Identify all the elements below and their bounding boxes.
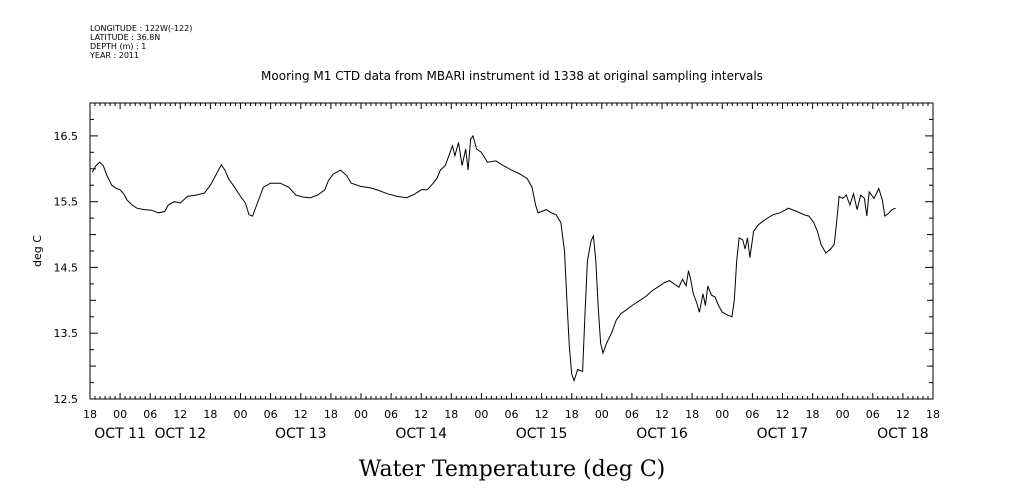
chart-title: Mooring M1 CTD data from MBARI instrumen… <box>261 69 763 83</box>
y-tick-labels: 12.5 13.5 14.5 15.5 16.5 <box>54 130 79 406</box>
metadata-depth: DEPTH (m) : 1 <box>90 42 146 51</box>
x-tick-label: 06 <box>505 408 519 421</box>
y-tick-label: 16.5 <box>54 130 79 143</box>
metadata-latitude: LATITUDE : 36.8N <box>90 33 160 42</box>
y-tick-label: 15.5 <box>54 196 79 209</box>
x-tick-label: 18 <box>806 408 820 421</box>
x-tick-label: 12 <box>896 408 910 421</box>
y-axis-label: deg C <box>31 235 44 267</box>
plot-frame <box>89 102 934 400</box>
x-tick-label: 06 <box>384 408 398 421</box>
x-tick-label: 00 <box>234 408 248 421</box>
x-axis-label: Water Temperature (deg C) <box>359 457 666 482</box>
metadata-year: YEAR : 2011 <box>89 51 139 60</box>
x-tick-label: 18 <box>565 408 579 421</box>
x-date-label: OCT 18 <box>877 426 929 442</box>
x-tick-label: 18 <box>926 408 940 421</box>
temperature-series-line <box>91 134 896 383</box>
y-tick-label: 12.5 <box>54 393 79 406</box>
x-tick-label: 06 <box>866 408 880 421</box>
x-tick-label: 12 <box>173 408 187 421</box>
x-date-label: OCT 15 <box>516 426 568 442</box>
x-tick-label: 12 <box>294 408 308 421</box>
x-tick-label: 00 <box>715 408 729 421</box>
x-tick-label: 12 <box>535 408 549 421</box>
x-tick-label: 06 <box>625 408 639 421</box>
axis-ticks <box>89 102 934 400</box>
x-date-label: OCT 14 <box>395 426 447 442</box>
metadata-longitude: LONGITUDE : 122W(-122) <box>90 24 192 33</box>
x-date-label: OCT 16 <box>636 426 688 442</box>
x-tick-labels: 18 00 06 12 18 00 06 12 18 00 06 12 18 00 06 12 18 00 06 12… <box>83 408 940 421</box>
x-tick-label: 00 <box>354 408 368 421</box>
x-tick-label: 06 <box>143 408 157 421</box>
x-tick-label: 06 <box>745 408 759 421</box>
x-date-labels: OCT 11 OCT 12 OCT 13 OCT 14 OCT 15 OCT 16 OCT … <box>94 426 928 442</box>
x-tick-label: 00 <box>836 408 850 421</box>
x-date-label: OCT 13 <box>275 426 327 442</box>
x-date-label: OCT 17 <box>757 426 809 442</box>
x-tick-label: 18 <box>324 408 338 421</box>
y-tick-label: 13.5 <box>54 327 79 340</box>
x-tick-label: 12 <box>655 408 669 421</box>
x-tick-label: 18 <box>444 408 458 421</box>
x-tick-label: 18 <box>203 408 217 421</box>
x-tick-label: 00 <box>595 408 609 421</box>
metadata-block: LONGITUDE : 122W(-122) LATITUDE : 36.8N … <box>89 24 192 60</box>
x-tick-label: 06 <box>264 408 278 421</box>
x-tick-label: 12 <box>414 408 428 421</box>
x-tick-label: 00 <box>474 408 488 421</box>
x-date-label: OCT 12 <box>155 426 207 442</box>
x-date-label: OCT 11 <box>94 426 146 442</box>
x-tick-label: 18 <box>685 408 699 421</box>
y-tick-label: 14.5 <box>54 261 79 274</box>
x-tick-label: 12 <box>775 408 789 421</box>
x-tick-label: 18 <box>83 408 97 421</box>
x-tick-label: 00 <box>113 408 127 421</box>
